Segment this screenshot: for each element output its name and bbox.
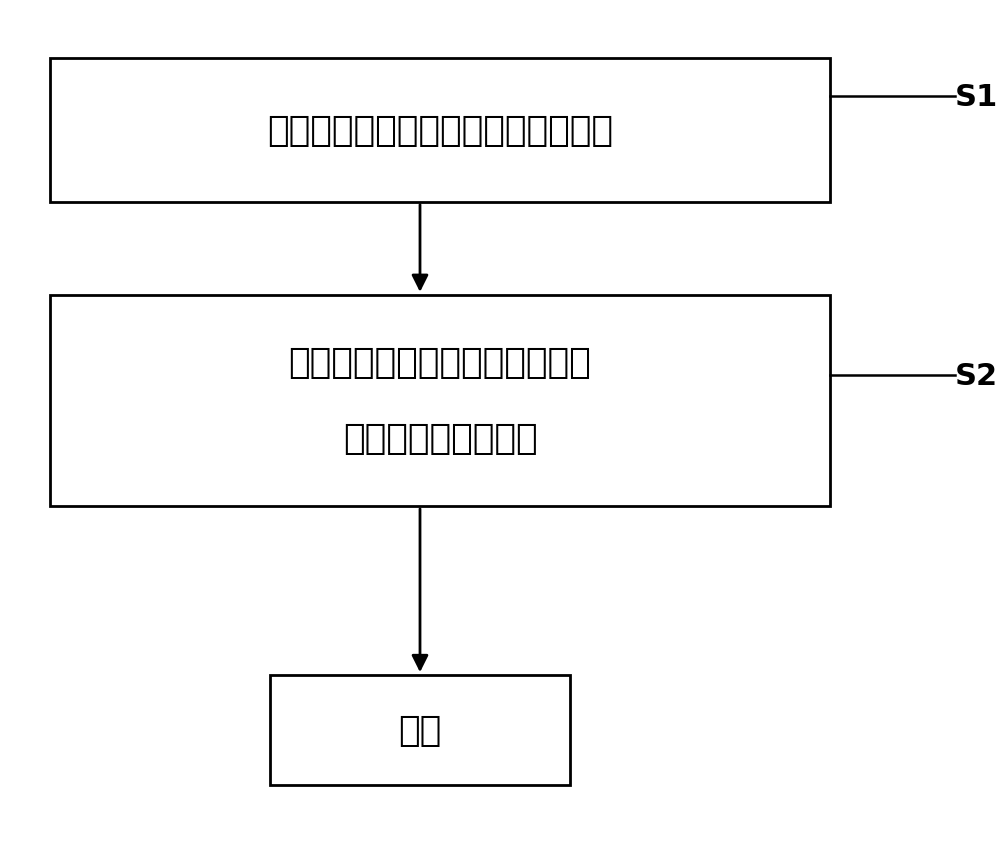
Bar [50,59,830,203]
Text: 加热单元加热电池包: 加热单元加热电池包 [343,422,537,456]
Bar [50,295,830,506]
Text: S2: S2 [955,361,998,390]
Bar [270,675,570,785]
Text: 结束: 结束 [398,713,442,747]
Text: S1: S1 [955,83,998,111]
Text: 相应预热请求，检测是否连接充电枪: 相应预热请求，检测是否连接充电枪 [267,114,613,148]
Text: 充电枪输出的电量供给加热单元: 充电枪输出的电量供给加热单元 [289,346,591,380]
